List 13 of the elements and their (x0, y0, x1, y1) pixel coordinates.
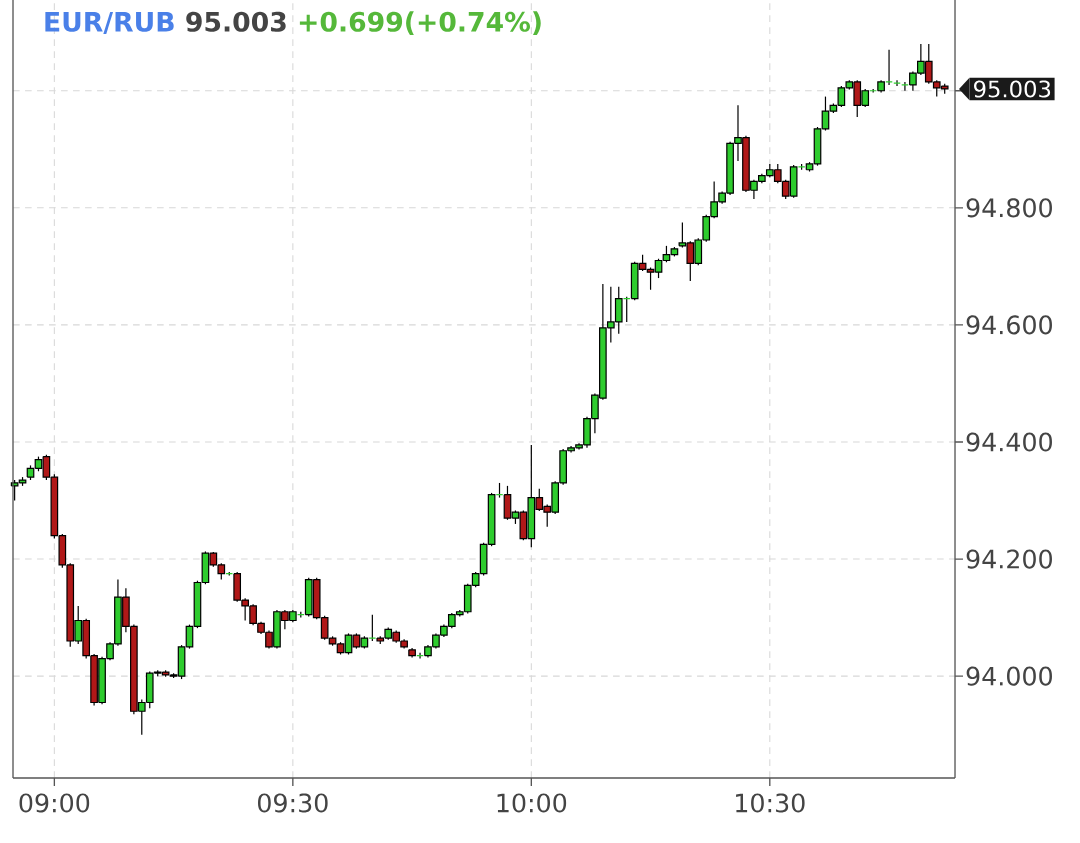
y-tick-label: 94.600 (966, 315, 1052, 335)
x-tick-label: 10:00 (497, 793, 567, 813)
y-tick-label: 94.400 (966, 432, 1052, 452)
chart-subtitle: 95.003 (186, 11, 286, 32)
y-tick-label: 94.200 (966, 549, 1052, 569)
text: 95.003 (974, 80, 1051, 98)
x-tick-label: 09:00 (19, 793, 90, 813)
y-tick-label: 94.000 (966, 666, 1052, 686)
chart-title: EUR/RUB (45, 12, 174, 34)
annotation: +0.699(+0.74%) (299, 11, 541, 36)
x-tick-label: 09:30 (258, 793, 328, 813)
x-tick-label: 10:30 (736, 793, 805, 813)
y-tick-label: 94.800 (966, 198, 1052, 218)
